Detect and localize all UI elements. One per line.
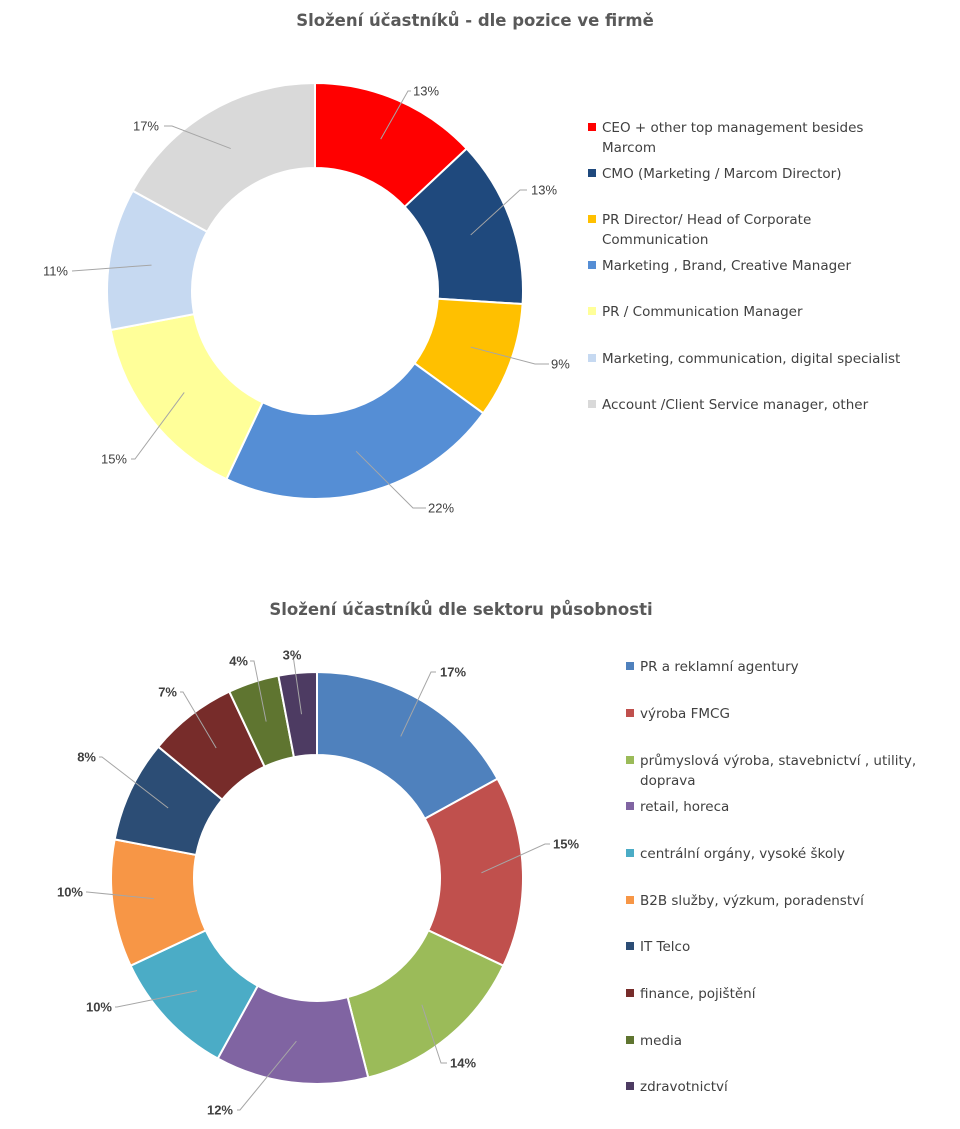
legend-label: CMO (Marketing / Marcom Director) — [602, 166, 842, 182]
data-label-ceo-other-top-management-besides-marcom: 13% — [413, 84, 439, 99]
data-label-vyroba-fmcg: 15% — [553, 837, 579, 852]
legend-swatch — [588, 215, 596, 223]
leader-line-pr-director-head-of-corporate-communication — [470, 346, 549, 365]
data-label-marketing-brand-creative-manager: 22% — [428, 501, 454, 516]
data-label-pr-communication-manager: 15% — [101, 452, 127, 467]
legend-label: PR / Communication Manager — [602, 304, 803, 320]
legend-label: PR Director/ Head of Corporate Communica… — [602, 212, 812, 248]
legend-swatch — [588, 354, 596, 362]
leader-line-centralni-organy-vysoke-skoly — [115, 990, 198, 1008]
leader-line-ceo-other-top-management-besides-marcom — [380, 90, 411, 140]
legend-swatch — [626, 709, 634, 717]
legend-label: IT Telco — [640, 939, 691, 955]
legend-label: Marketing , Brand, Creative Manager — [602, 258, 852, 274]
legend-label: Marketing, communication, digital specia… — [602, 351, 901, 367]
legend-label: zdravotnictví — [640, 1079, 728, 1095]
data-label-prumyslova-vyroba-stavebnictvi-utility-doprava: 14% — [450, 1056, 476, 1071]
legend-swatch — [588, 123, 596, 131]
legend-label: centrální orgány, vysoké školy — [640, 846, 845, 862]
donut-slice-account-client-service-manager-other — [131, 81, 316, 234]
data-label-zdravotnictvi: 3% — [283, 648, 302, 663]
legend-swatch — [588, 169, 596, 177]
leader-line-media — [250, 660, 267, 722]
data-label-finance-pojisteni: 7% — [158, 685, 177, 700]
donut-chart-position: 13% 13% 9% 22% 15% 11% 17% — [43, 81, 570, 516]
data-label-pr-director-head-of-corporate-communication: 9% — [551, 357, 570, 372]
chart-title-position: Složení účastníků - dle pozice ve firmě — [296, 11, 654, 30]
legend-label: CEO + other top management besides Marco… — [602, 120, 864, 156]
legend-label: PR a reklamní agentury — [640, 659, 799, 675]
legend-swatch — [626, 896, 634, 904]
leader-line-pr-a-reklamni-agentury — [400, 671, 436, 737]
legend-swatch — [626, 802, 634, 810]
data-label-centralni-organy-vysoke-skoly: 10% — [86, 1000, 112, 1015]
leader-line-pr-communication-manager — [131, 392, 185, 460]
leader-line-prumyslova-vyroba-stavebnictvi-utility-doprava — [421, 1004, 447, 1064]
data-label-b2b-sluzby-vyzkum-poradenstvi: 10% — [57, 885, 83, 900]
legend-label: B2B služby, výzkum, poradenství — [640, 893, 864, 909]
data-label-retail-horeca: 12% — [207, 1103, 233, 1118]
legend-sector: PR a reklamní agentury výroba FMCG průmysl… — [626, 657, 956, 1107]
data-label-marketing-communication-digital-specialist: 11% — [43, 264, 68, 279]
legend-label: průmyslová výroba, stavebnictví , utilit… — [640, 753, 917, 789]
legend-swatch — [626, 989, 634, 997]
legend-swatch — [626, 756, 634, 764]
leader-line-vyroba-fmcg — [481, 843, 550, 874]
data-label-cmo-marketing-marcom-director: 13% — [531, 183, 557, 198]
leader-line-retail-horeca — [237, 1040, 297, 1111]
legend-label: výroba FMCG — [640, 706, 730, 722]
legend-swatch — [626, 849, 634, 857]
data-label-pr-a-reklamni-agentury: 17% — [440, 665, 466, 680]
legend-label: finance, pojištění — [640, 986, 756, 1002]
data-label-media: 4% — [229, 654, 248, 669]
leader-line-zdravotnictvi — [291, 654, 303, 715]
data-label-it-telco: 8% — [77, 750, 96, 765]
leader-line-account-client-service-manager-other — [164, 125, 231, 150]
legend-swatch — [626, 662, 634, 670]
leader-line-b2b-sluzby-vyzkum-poradenstvi — [86, 891, 154, 900]
legend-label: media — [640, 1033, 683, 1049]
legend-swatch — [588, 400, 596, 408]
legend-swatch — [588, 261, 596, 269]
leader-line-marketing-communication-digital-specialist — [71, 264, 152, 272]
legend-swatch — [588, 307, 596, 315]
legend-swatch — [626, 1082, 634, 1090]
donut-slice-zdravotnictvi — [277, 670, 318, 759]
leader-line-finance-pojisteni — [180, 691, 217, 749]
legend-label: retail, horeca — [640, 799, 730, 815]
legend-swatch — [626, 1036, 634, 1044]
leader-line-marketing-brand-creative-manager — [355, 450, 426, 509]
legend-position: CEO + other top management besides Marco… — [588, 118, 948, 428]
chart-title-sector: Složení účastníků dle sektoru působnosti — [269, 600, 653, 619]
donut-slice-marketing-brand-creative-manager — [225, 361, 485, 500]
legend-swatch — [626, 942, 634, 950]
data-label-account-client-service-manager-other: 17% — [133, 119, 159, 134]
leader-line-cmo-marketing-marcom-director — [470, 189, 527, 236]
legend-label: Account /Client Service manager, other — [602, 397, 869, 413]
leader-line-it-telco — [99, 756, 169, 809]
